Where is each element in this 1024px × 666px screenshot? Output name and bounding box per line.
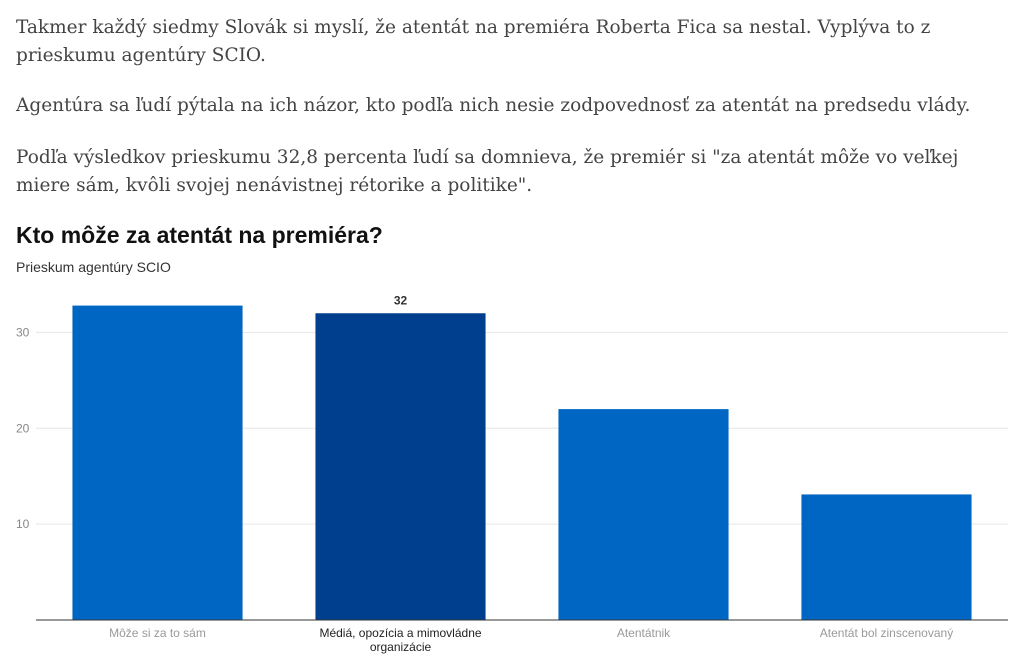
chart-subtitle: Prieskum agentúry SCIO <box>16 259 171 275</box>
x-category-label: Môže si za to sám <box>109 626 206 640</box>
article-paragraph: Podľa výsledkov prieskumu 32,8 percenta … <box>16 147 959 196</box>
x-category-label: Médiá, opozícia a mimovládne <box>319 626 481 640</box>
chart-title: Kto môže za atentát na premiéra? <box>16 222 383 248</box>
bar <box>801 494 972 620</box>
x-category-label: organizácie <box>370 640 432 654</box>
y-tick-label: 30 <box>16 325 30 339</box>
bar <box>315 313 486 620</box>
article-paragraph: Agentúra sa ľudí pýtala na ich názor, kt… <box>16 95 971 116</box>
bar <box>72 305 243 620</box>
x-category-label: Atentátnik <box>617 626 671 640</box>
article-paragraph: Takmer každý siedmy Slovák si myslí, že … <box>16 17 931 66</box>
data-label: 32 <box>394 293 408 307</box>
x-category-label: Atentát bol zinscenovaný <box>820 626 953 640</box>
bar <box>558 409 729 620</box>
y-tick-label: 10 <box>16 517 30 531</box>
y-tick-label: 20 <box>16 421 30 435</box>
